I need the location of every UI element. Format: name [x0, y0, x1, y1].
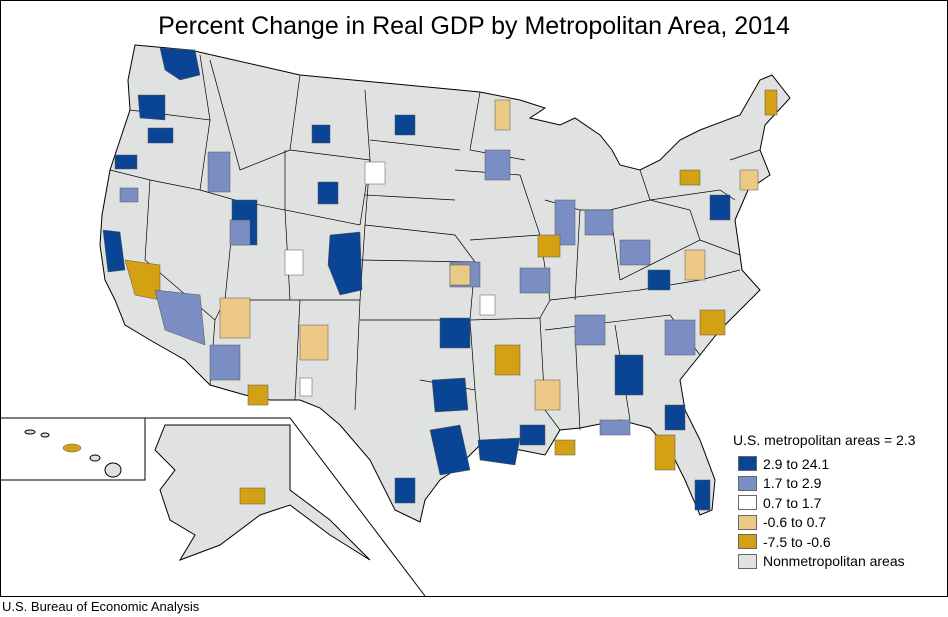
legend-label: 2.9 to 24.1 [763, 455, 830, 472]
metro-nashville [574, 314, 606, 346]
metro-area [739, 169, 759, 191]
metro-austin [429, 424, 471, 476]
hawaii-island [104, 462, 122, 478]
metro-jacksonville [664, 404, 686, 431]
legend: U.S. metropolitan areas = 2.3 2.9 to 24.… [733, 432, 916, 571]
metro-charlotte [664, 319, 696, 356]
metro-area [519, 424, 546, 446]
legend-item: Nonmetropolitan areas [738, 552, 916, 572]
legend-item: -0.6 to 0.7 [738, 513, 916, 533]
metro-area [554, 439, 576, 456]
metro-area [699, 309, 726, 336]
metro-area [284, 249, 304, 276]
metro-la-area [154, 289, 206, 346]
metro-area [449, 264, 471, 286]
metro-area [317, 181, 339, 205]
metro-detroit [584, 209, 614, 236]
metro-area [394, 477, 416, 504]
inset-lines [0, 417, 426, 597]
metro-area [494, 344, 521, 376]
metro-area [394, 114, 416, 136]
legend-label: 0.7 to 1.7 [763, 494, 822, 511]
map-title: Percent Change in Real GDP by Metropolit… [158, 12, 790, 40]
metro-area [599, 419, 631, 436]
metro-area [764, 89, 778, 116]
legend-item: 0.7 to 1.7 [738, 493, 916, 513]
metro-area [364, 161, 386, 185]
legend-swatch [738, 475, 757, 491]
metro-columbus [619, 239, 651, 266]
legend-item: -7.5 to -0.6 [738, 532, 916, 552]
legend-item: 2.9 to 24.1 [738, 454, 916, 474]
metro-okc [439, 317, 471, 349]
metro-areas [102, 47, 778, 511]
metro-area [534, 379, 561, 411]
legend-label: -7.5 to -0.6 [763, 533, 831, 550]
hawaii-inset [24, 429, 122, 478]
metro-new-york [709, 194, 731, 221]
metro-area [299, 324, 329, 361]
contiguous-us [99, 44, 791, 523]
metro-area [219, 297, 251, 339]
metro-area [494, 99, 511, 131]
metro-atlanta [614, 354, 644, 396]
hawaii-island [40, 432, 50, 438]
metro-area [684, 249, 706, 281]
legend-swatch [738, 514, 757, 530]
metro-bay-area [102, 229, 126, 273]
metro-area [479, 294, 496, 316]
metro-honolulu [62, 443, 82, 453]
metro-st-louis [519, 267, 551, 294]
metro-area [311, 124, 331, 144]
legend-item: 1.7 to 2.9 [738, 474, 916, 494]
metro-area [679, 169, 701, 186]
hawaii-island [89, 454, 101, 462]
metro-miami [694, 479, 711, 511]
alaska-inset [154, 424, 371, 561]
metro-area [647, 269, 671, 291]
metro-minneapolis [484, 149, 511, 181]
metro-chicago [554, 199, 576, 246]
metro-area [229, 219, 251, 246]
metro-seattle [159, 47, 201, 81]
legend-label: 1.7 to 2.9 [763, 475, 822, 492]
metro-denver [327, 231, 363, 296]
legend-swatch [738, 495, 757, 511]
metro-anchorage [239, 487, 266, 505]
metro-orlando [654, 434, 676, 471]
source-note: U.S. Bureau of Economic Analysis [2, 599, 200, 614]
legend-label: Nonmetropolitan areas [763, 553, 905, 570]
metro-area [537, 234, 561, 258]
metro-area [114, 154, 138, 170]
legend-label: -0.6 to 0.7 [763, 514, 827, 531]
legend-swatch [738, 456, 757, 472]
legend-swatch [738, 553, 757, 569]
metro-area [207, 151, 231, 193]
metro-portland [137, 94, 166, 121]
legend-swatch [738, 534, 757, 550]
hawaii-island [24, 429, 36, 435]
metro-area [147, 127, 174, 144]
metro-area [247, 384, 269, 406]
metro-dallas [431, 377, 469, 413]
legend-heading: U.S. metropolitan areas = 2.3 [733, 432, 916, 448]
metro-phoenix [209, 344, 241, 381]
metro-area [299, 377, 313, 397]
metro-houston [477, 437, 521, 466]
metro-area [119, 187, 139, 203]
